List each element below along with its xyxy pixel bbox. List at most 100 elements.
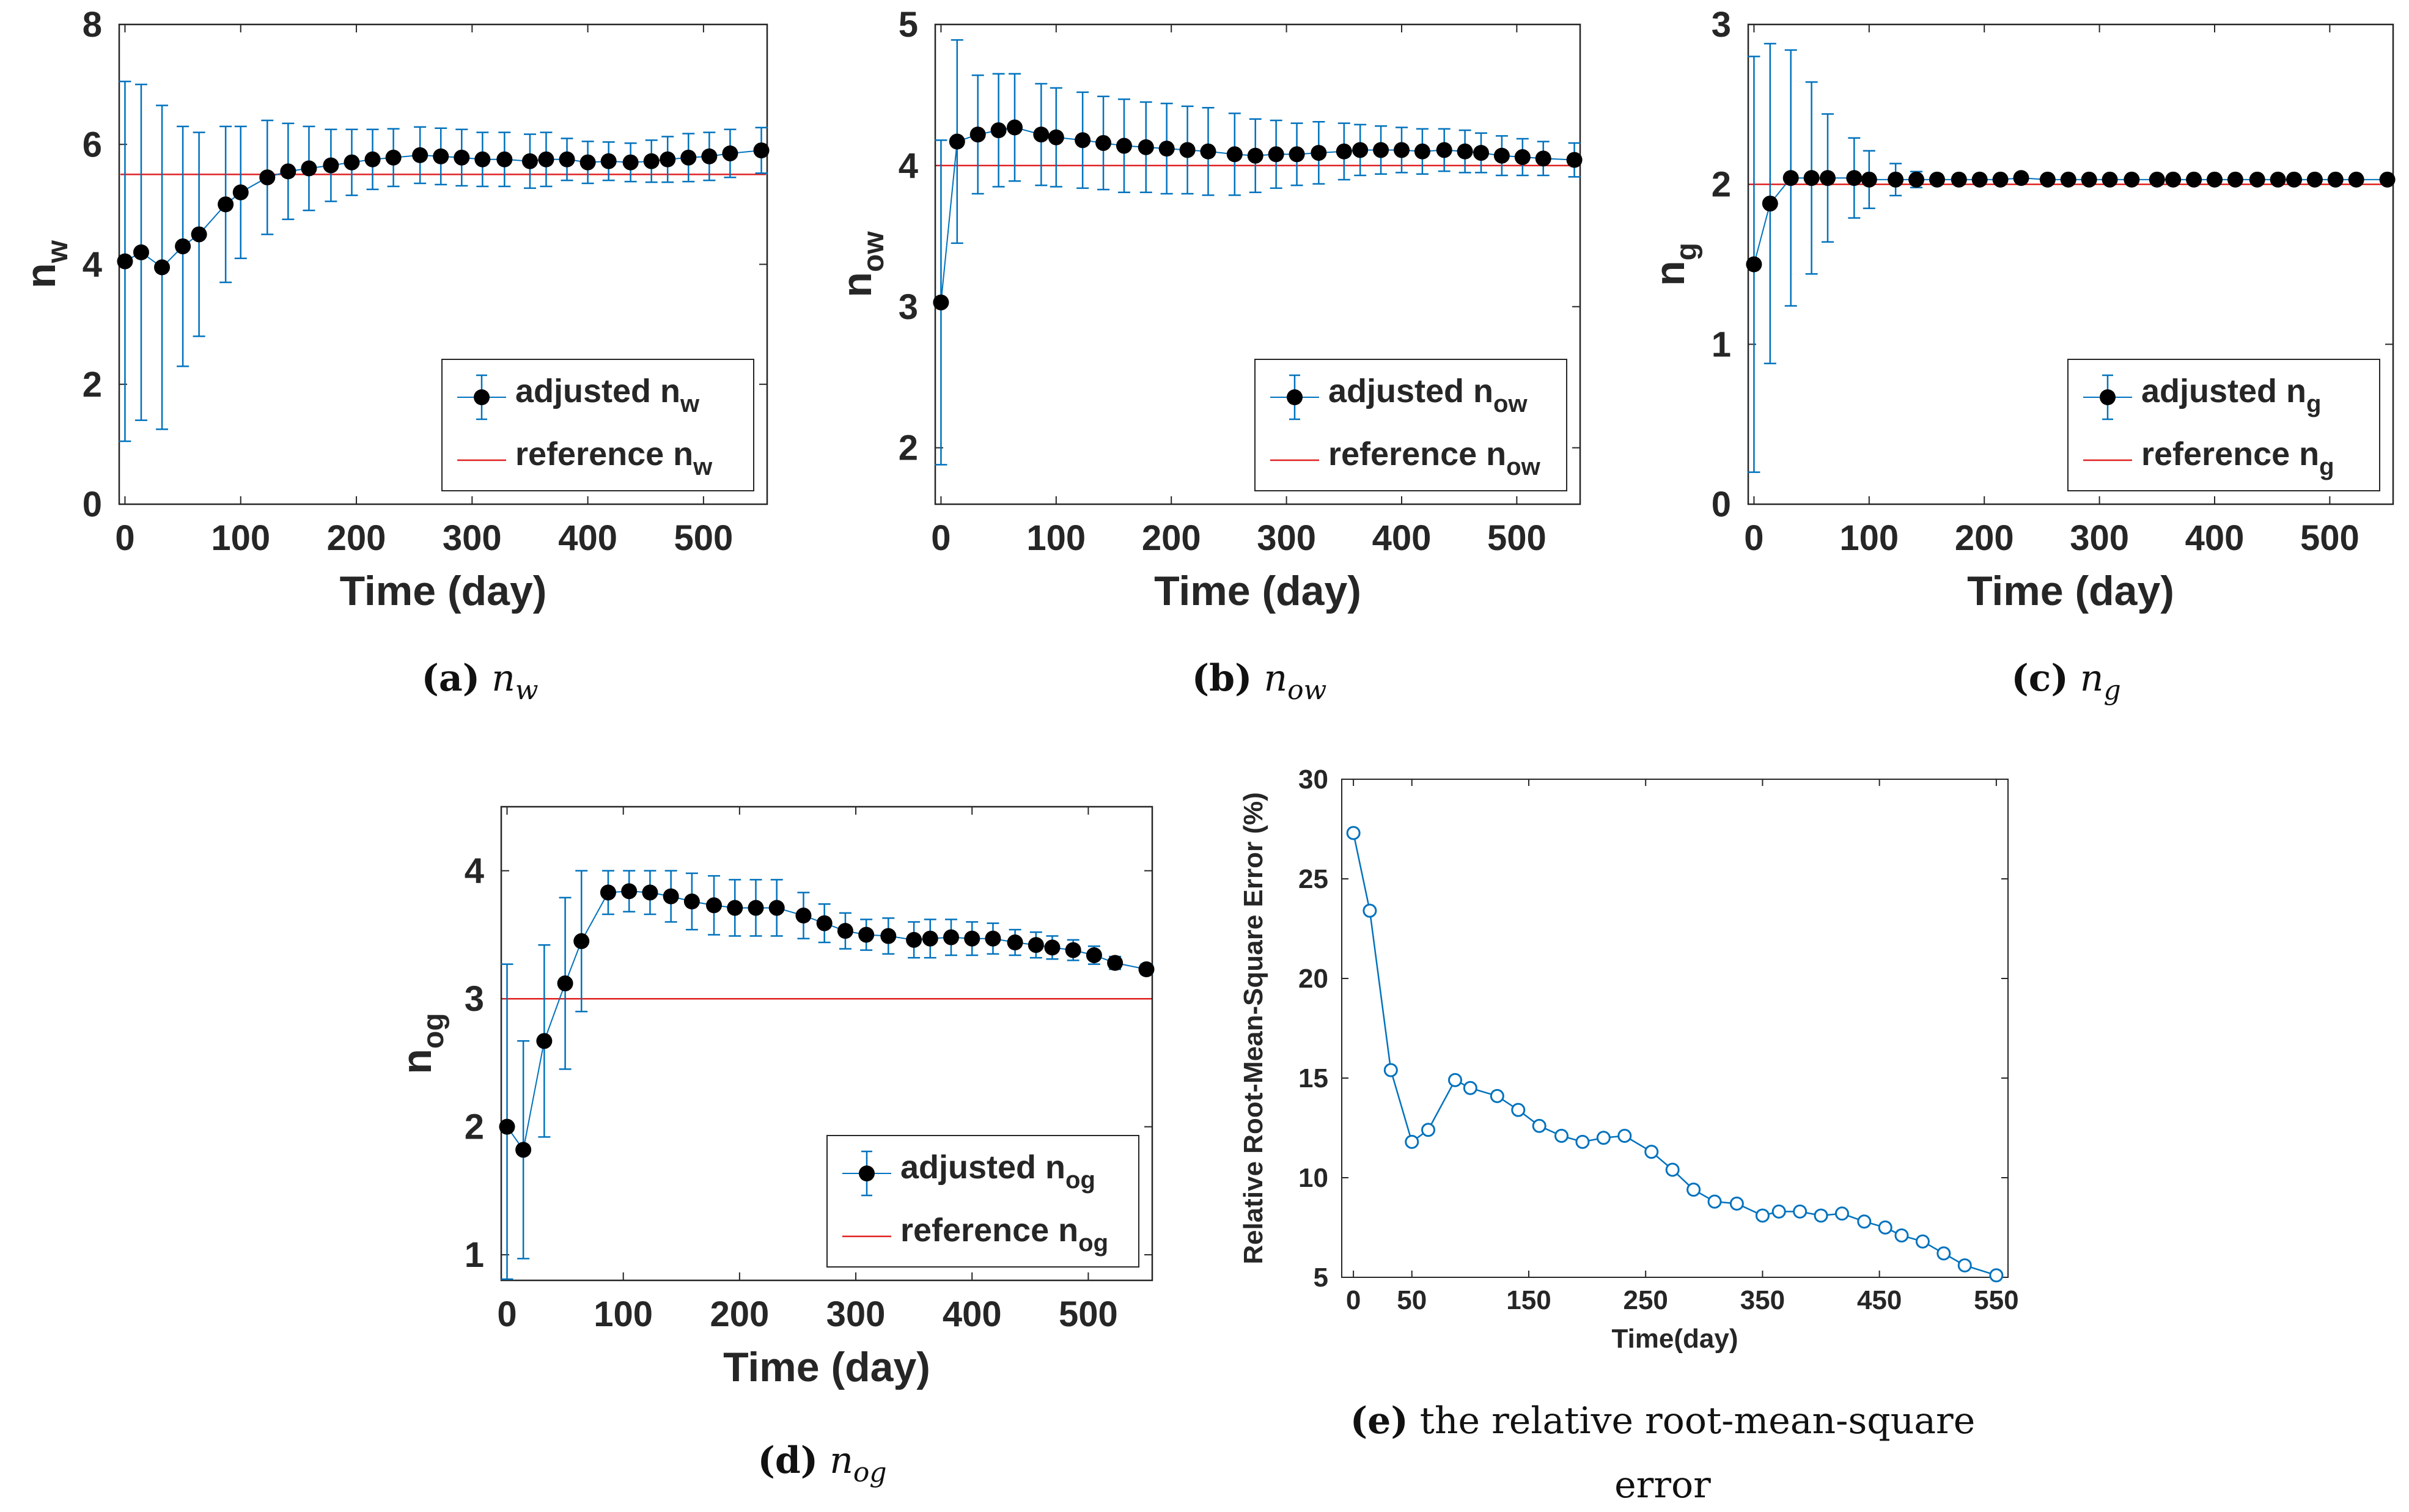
data-point — [1686, 1183, 1701, 1197]
legend-reference-text: reference n — [900, 1212, 1078, 1249]
data-point — [1200, 143, 1216, 160]
data-point — [1493, 147, 1510, 164]
caption-space — [1408, 1400, 1420, 1442]
data-point — [218, 196, 234, 213]
y-tick-label: 10 — [1298, 1163, 1328, 1193]
y-axis-label: Relative Root-Mean-Square Error (%) — [1238, 792, 1268, 1264]
data-point — [499, 1118, 515, 1135]
x-tick-label: 400 — [1372, 518, 1432, 558]
x-tick-label: 300 — [1257, 518, 1316, 558]
legend-adjusted-label: adjusted ng — [2141, 373, 2321, 417]
data-point — [1908, 171, 1925, 188]
data-point — [1803, 170, 1820, 186]
legend-box — [441, 359, 754, 491]
data-point — [1289, 146, 1305, 163]
data-point — [2013, 170, 2029, 186]
x-tick-label: 400 — [558, 518, 617, 558]
data-point — [622, 154, 639, 171]
legend-adjusted-subscript: w — [680, 391, 700, 417]
x-tick-label: 500 — [674, 518, 734, 558]
legend-reference-label: reference nw — [515, 436, 713, 480]
legend-adjusted-label: adjusted nw — [515, 373, 700, 417]
data-point — [1373, 142, 1389, 158]
data-point — [680, 149, 697, 166]
legend-adjusted-subscript: ow — [1493, 391, 1528, 417]
x-tick-label: 250 — [1623, 1285, 1668, 1315]
x-tick-label: 300 — [443, 518, 502, 558]
caption-line1: the relative root-mean-square — [1420, 1400, 1975, 1442]
caption: (a) nw — [421, 657, 538, 706]
legend-reference-subscript: w — [693, 453, 713, 480]
data-point — [1490, 1088, 1504, 1103]
x-tick-label: 0 — [1744, 518, 1764, 558]
data-point — [1138, 139, 1154, 155]
data-point — [1992, 171, 2009, 188]
y-tick-label: 2 — [465, 1107, 484, 1147]
x-tick-label: 500 — [1059, 1294, 1118, 1334]
data-point — [660, 151, 676, 167]
data-point — [2165, 171, 2182, 188]
data-point — [474, 151, 491, 167]
y-tick-label: 4 — [899, 146, 918, 186]
y-axis-label: ng — [1647, 243, 1703, 286]
caption: (d) nog — [757, 1439, 886, 1488]
y-axis-label: nog — [394, 1013, 450, 1074]
data-point — [1095, 134, 1112, 151]
data-point — [969, 127, 986, 143]
y-tick-label: 15 — [1298, 1063, 1328, 1093]
data-point — [2379, 171, 2396, 188]
data-point — [2039, 171, 2056, 188]
caption-letter: (d) — [757, 1439, 818, 1482]
data-point — [1006, 119, 1023, 136]
data-point — [1033, 127, 1050, 143]
data-point — [1107, 955, 1124, 971]
data-point — [985, 930, 1001, 947]
data-point — [858, 927, 875, 943]
legend-box — [1254, 359, 1567, 491]
y-axis-label-base: n — [394, 1049, 440, 1074]
data-point — [1771, 1204, 1786, 1219]
caption-letter: (e) — [1350, 1400, 1408, 1442]
y-tick-label: 2 — [83, 365, 102, 405]
data-point — [922, 930, 938, 947]
data-point — [964, 930, 980, 947]
y-axis-label: nw — [18, 240, 74, 288]
data-point — [2206, 171, 2223, 188]
data-point — [1617, 1129, 1632, 1143]
data-point — [1179, 142, 1196, 158]
legend-reference-text: reference n — [1328, 436, 1506, 472]
data-point — [837, 923, 853, 939]
data-point — [1819, 170, 1836, 186]
x-tick-label: 100 — [1839, 518, 1899, 558]
y-tick-label: 1 — [1712, 325, 1731, 364]
legend-adjusted-subscript: og — [1065, 1167, 1095, 1194]
caption-subscript: g — [2103, 675, 2120, 706]
x-tick-label: 500 — [1487, 518, 1547, 558]
caption-letter: (b) — [1192, 657, 1252, 700]
data-point — [385, 149, 402, 166]
caption-space — [2069, 657, 2080, 700]
legend-adjusted-text: adjusted n — [2141, 373, 2306, 409]
x-axis-label: Time (day) — [1154, 568, 1361, 614]
data-point — [1888, 171, 1904, 188]
x-tick-label: 200 — [327, 518, 386, 558]
y-tick-label: 4 — [83, 245, 102, 285]
legend-reference-text: reference n — [2141, 436, 2319, 472]
data-point — [1044, 939, 1061, 956]
y-tick-label: 8 — [83, 5, 102, 45]
data-point — [191, 226, 207, 243]
data-point — [2306, 171, 2323, 188]
y-tick-label: 2 — [1712, 165, 1731, 205]
legend-adjusted-text: adjusted n — [900, 1149, 1065, 1186]
x-tick-label: 0 — [931, 518, 951, 558]
data-point — [1535, 150, 1551, 167]
x-tick-label: 0 — [115, 518, 134, 558]
data-point — [2186, 171, 2202, 188]
y-tick-label: 5 — [1314, 1263, 1328, 1293]
data-point — [706, 897, 723, 914]
data-point — [1846, 170, 1863, 186]
data-point — [579, 154, 596, 171]
legend-box — [826, 1135, 1139, 1268]
